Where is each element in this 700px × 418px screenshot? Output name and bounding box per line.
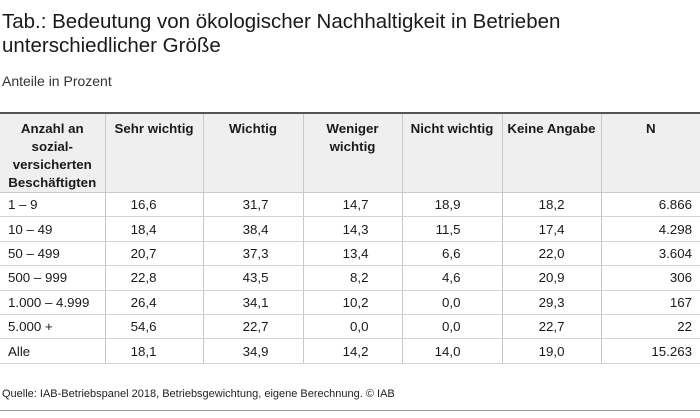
table-row: 1 – 9 16,6 31,7 14,7 18,9 18,2 6.866 <box>0 192 700 218</box>
cell-n: 167 <box>600 290 700 315</box>
row-label: 1 – 9 <box>0 192 105 218</box>
row-label: Alle <box>0 338 105 364</box>
header-row: Anzahl an sozial-versicherten Beschäftig… <box>0 112 700 193</box>
cell-keine-angabe: 19,0 <box>501 338 601 364</box>
col-header-nicht-wichtig: Nicht wichtig <box>401 112 502 193</box>
cell-sehr-wichtig: 22,8 <box>104 265 203 291</box>
col-header-wichtig: Wichtig <box>202 112 303 193</box>
bottom-divider <box>0 410 700 411</box>
cell-sehr-wichtig: 18,4 <box>104 216 203 242</box>
row-label: 5.000 + <box>0 314 105 340</box>
cell-weniger-wichtig: 14,7 <box>302 192 402 218</box>
cell-wichtig: 38,4 <box>202 216 303 242</box>
source-note: Quelle: IAB-Betriebspanel 2018, Betriebs… <box>2 388 395 400</box>
data-table: Anzahl an sozial-versicherten Beschäftig… <box>0 112 700 364</box>
table-row: 10 – 49 18,4 38,4 14,3 11,5 17,4 4.298 <box>0 216 700 242</box>
cell-wichtig: 34,1 <box>202 290 303 315</box>
cell-n: 306 <box>600 265 700 291</box>
cell-wichtig: 34,9 <box>202 338 303 364</box>
col-header-weniger-wichtig: Weniger wichtig <box>302 112 402 193</box>
table-row: 1.000 – 4.999 26,4 34,1 10,2 0,0 29,3 16… <box>0 290 700 315</box>
table-row: 50 – 499 20,7 37,3 13,4 6,6 22,0 3.604 <box>0 241 700 267</box>
cell-n: 22 <box>600 314 700 340</box>
cell-nicht-wichtig: 4,6 <box>401 265 502 291</box>
cell-nicht-wichtig: 11,5 <box>401 216 502 242</box>
table-row: 500 – 999 22,8 43,5 8,2 4,6 20,9 306 <box>0 265 700 291</box>
cell-weniger-wichtig: 13,4 <box>302 241 402 267</box>
cell-keine-angabe: 22,7 <box>501 314 601 340</box>
cell-wichtig: 22,7 <box>202 314 303 340</box>
cell-nicht-wichtig: 0,0 <box>401 314 502 340</box>
cell-keine-angabe: 17,4 <box>501 216 601 242</box>
row-label: 1.000 – 4.999 <box>0 290 105 315</box>
row-label: 50 – 499 <box>0 241 105 267</box>
cell-keine-angabe: 18,2 <box>501 192 601 218</box>
cell-sehr-wichtig: 26,4 <box>104 290 203 315</box>
cell-weniger-wichtig: 14,2 <box>302 338 402 364</box>
cell-nicht-wichtig: 18,9 <box>401 192 502 218</box>
table-row-total: Alle 18,1 34,9 14,2 14,0 19,0 15.263 <box>0 338 700 364</box>
col-header-size: Anzahl an sozial-versicherten Beschäftig… <box>0 112 105 193</box>
table-title: Tab.: Bedeutung von ökologischer Nachhal… <box>2 10 561 57</box>
cell-sehr-wichtig: 20,7 <box>104 241 203 267</box>
col-header-keine-angabe: Keine Angabe <box>501 112 601 193</box>
cell-keine-angabe: 20,9 <box>501 265 601 291</box>
cell-weniger-wichtig: 14,3 <box>302 216 402 242</box>
cell-n: 4.298 <box>600 216 700 242</box>
table-row: 5.000 + 54,6 22,7 0,0 0,0 22,7 22 <box>0 314 700 340</box>
cell-weniger-wichtig: 10,2 <box>302 290 402 315</box>
cell-nicht-wichtig: 0,0 <box>401 290 502 315</box>
cell-n: 3.604 <box>600 241 700 267</box>
row-label: 10 – 49 <box>0 216 105 242</box>
cell-keine-angabe: 22,0 <box>501 241 601 267</box>
cell-sehr-wichtig: 16,6 <box>104 192 203 218</box>
cell-keine-angabe: 29,3 <box>501 290 601 315</box>
cell-wichtig: 31,7 <box>202 192 303 218</box>
cell-nicht-wichtig: 14,0 <box>401 338 502 364</box>
cell-nicht-wichtig: 6,6 <box>401 241 502 267</box>
cell-sehr-wichtig: 54,6 <box>104 314 203 340</box>
table-subtitle: Anteile in Prozent <box>2 73 112 89</box>
col-header-sehr-wichtig: Sehr wichtig <box>104 112 203 193</box>
cell-weniger-wichtig: 8,2 <box>302 265 402 291</box>
cell-sehr-wichtig: 18,1 <box>104 338 203 364</box>
col-header-n: N <box>600 112 700 193</box>
row-label: 500 – 999 <box>0 265 105 291</box>
cell-n: 15.263 <box>600 338 700 364</box>
cell-wichtig: 43,5 <box>202 265 303 291</box>
cell-weniger-wichtig: 0,0 <box>302 314 402 340</box>
cell-wichtig: 37,3 <box>202 241 303 267</box>
cell-n: 6.866 <box>600 192 700 218</box>
